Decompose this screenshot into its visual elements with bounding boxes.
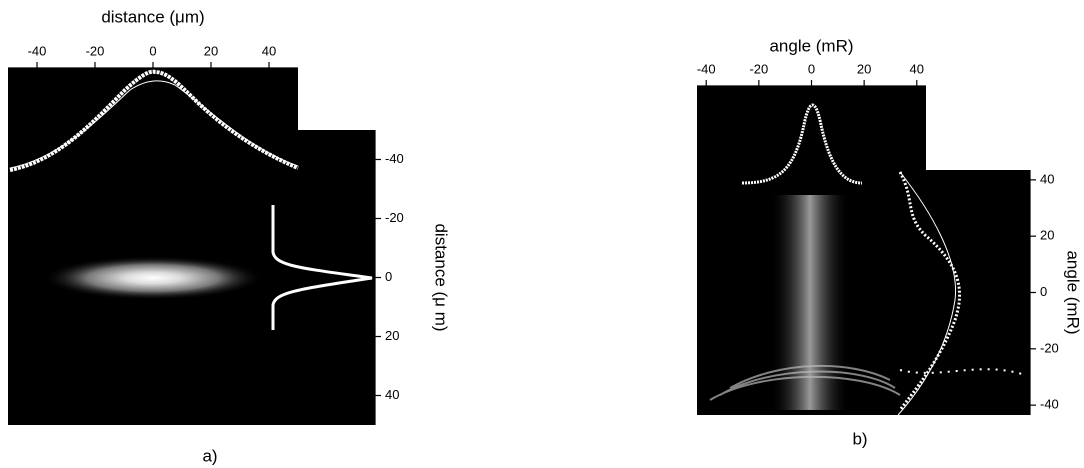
y-tick-label: 0 xyxy=(385,269,392,284)
x-axis-title: distance (μm) xyxy=(101,7,204,26)
x-tick-label: 0 xyxy=(808,61,815,76)
caption: a) xyxy=(202,446,217,465)
x-tick-label: -20 xyxy=(749,61,768,76)
x-axis-title: angle (mR) xyxy=(769,36,853,55)
y-axis-title: angle (mR) xyxy=(1064,250,1083,334)
y-tick-label: -40 xyxy=(385,151,404,166)
caption: b) xyxy=(852,429,867,448)
y-tick-label: 40 xyxy=(1040,171,1054,186)
y-tick-label: 40 xyxy=(385,387,399,402)
image-b xyxy=(697,86,1030,416)
x-tick-label: 20 xyxy=(857,61,871,76)
y-axis-title: distance (μ m) xyxy=(432,223,451,331)
y-tick-label: 20 xyxy=(1040,228,1054,243)
y-tick-label: -40 xyxy=(1040,397,1059,412)
x-tick-label: -40 xyxy=(28,43,47,58)
y-tick-label: -20 xyxy=(1040,340,1059,355)
x-tick-label: 0 xyxy=(149,43,156,58)
x-tick-label: -40 xyxy=(697,61,716,76)
y-tick-label: -20 xyxy=(385,210,404,225)
x-tick-label: 40 xyxy=(910,61,924,76)
x-tick-label: 20 xyxy=(204,43,218,58)
y-tick-label: 0 xyxy=(1040,284,1047,299)
x-tick-label: -20 xyxy=(86,43,105,58)
image-a xyxy=(8,68,375,425)
x-tick-label: 40 xyxy=(262,43,276,58)
y-tick-label: 20 xyxy=(385,328,399,343)
